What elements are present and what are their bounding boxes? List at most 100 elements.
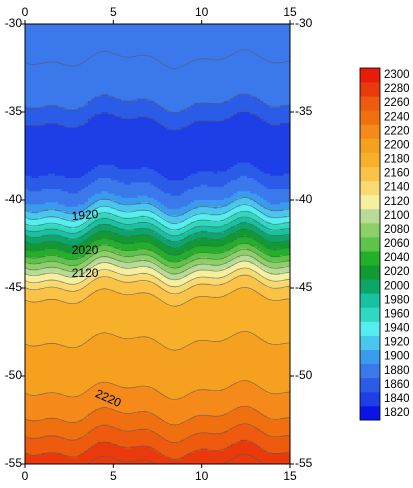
contour-cell <box>34 72 39 76</box>
contour-cell <box>48 241 53 245</box>
contour-cell <box>31 28 36 32</box>
contour-cell <box>97 92 102 95</box>
contour-cell <box>81 277 86 280</box>
contour-cell <box>44 32 49 36</box>
contour-cell <box>48 30 53 34</box>
contour-cell <box>84 109 89 113</box>
contour-cell <box>31 288 36 291</box>
contour-cell <box>68 257 72 260</box>
contour-cell <box>51 182 56 186</box>
contour-cell <box>28 257 33 260</box>
contour-cell <box>54 112 59 115</box>
contour-cell <box>97 107 102 111</box>
contour-cell <box>78 109 82 113</box>
contour-cell <box>54 219 59 223</box>
contour-cell <box>34 233 39 236</box>
contour-cell <box>48 180 53 183</box>
contour-cell <box>58 52 63 56</box>
contour-cell <box>64 453 69 456</box>
contour-cell <box>84 41 89 45</box>
contour-cell <box>71 382 76 386</box>
contour-cell <box>61 404 66 408</box>
contour-cell <box>101 301 106 304</box>
contour-cell <box>31 228 36 232</box>
contour-cell <box>64 371 69 375</box>
contour-cell <box>54 358 59 362</box>
contour-cell <box>97 189 102 192</box>
contour-cell <box>38 208 43 212</box>
contour-cell <box>34 246 39 249</box>
contour-cell <box>25 453 29 456</box>
contour-cell <box>25 448 29 452</box>
contour-cell <box>97 453 102 456</box>
contour-cell <box>78 123 82 126</box>
contour-cell <box>44 156 49 159</box>
contour-cell <box>31 235 36 238</box>
contour-cell <box>64 59 69 62</box>
contour-cell <box>104 219 109 223</box>
contour-cell <box>84 241 89 245</box>
contour-cell <box>41 411 46 414</box>
contour-cell <box>101 299 106 302</box>
contour-cell <box>41 164 46 168</box>
contour-cell <box>97 116 102 120</box>
contour-cell <box>38 336 43 340</box>
contour-cell <box>81 96 86 100</box>
contour-cell <box>74 358 79 362</box>
contour-cell <box>71 189 76 192</box>
contour-cell <box>81 193 86 197</box>
contour-cell <box>34 127 39 131</box>
contour-cell <box>31 362 36 366</box>
contour-cell <box>64 285 69 289</box>
contour-cell <box>104 46 109 49</box>
contour-cell <box>81 101 86 104</box>
contour-cell <box>74 96 79 100</box>
contour-cell <box>94 169 99 172</box>
contour-cell <box>51 455 56 458</box>
contour-cell <box>71 109 76 113</box>
contour-cell <box>84 461 89 464</box>
contour-cell <box>61 413 66 417</box>
contour-cell <box>61 235 66 238</box>
contour-cell <box>68 420 72 423</box>
contour-cell <box>81 404 86 408</box>
contour-cell <box>71 404 76 408</box>
contour-cell <box>104 54 109 58</box>
contour-cell <box>81 371 86 375</box>
contour-cell <box>74 90 79 93</box>
contour-cell <box>84 376 89 379</box>
contour-cell <box>28 213 33 216</box>
contour-cell <box>87 248 92 252</box>
contour-cell <box>97 52 102 56</box>
contour-cell <box>91 105 96 109</box>
contour-cell <box>41 90 46 93</box>
contour-cell <box>84 250 89 254</box>
contour-cell <box>84 288 89 291</box>
contour-cell <box>41 294 46 298</box>
contour-cell <box>58 226 63 230</box>
contour-cell <box>78 404 82 408</box>
contour-cell <box>58 90 63 93</box>
contour-cell <box>71 116 76 120</box>
contour-cell <box>78 338 82 342</box>
contour-cell <box>81 87 86 91</box>
contour-cell <box>51 369 56 373</box>
contour-cell <box>51 90 56 93</box>
contour-cell <box>28 252 33 256</box>
contour-cell <box>74 310 79 313</box>
contour-cell <box>28 378 33 381</box>
contour-cell <box>84 30 89 34</box>
contour-cell <box>71 402 76 406</box>
contour-cell <box>54 255 59 258</box>
contour-cell <box>71 52 76 56</box>
contour-cell <box>31 461 36 464</box>
contour-cell <box>41 323 46 326</box>
contour-cell <box>54 345 59 348</box>
contour-cell <box>28 323 33 326</box>
contour-cell <box>28 149 33 153</box>
contour-cell <box>61 230 66 234</box>
contour-cell <box>91 125 96 128</box>
contour-cell <box>54 411 59 414</box>
contour-cell <box>84 147 89 150</box>
contour-cell <box>94 413 99 417</box>
